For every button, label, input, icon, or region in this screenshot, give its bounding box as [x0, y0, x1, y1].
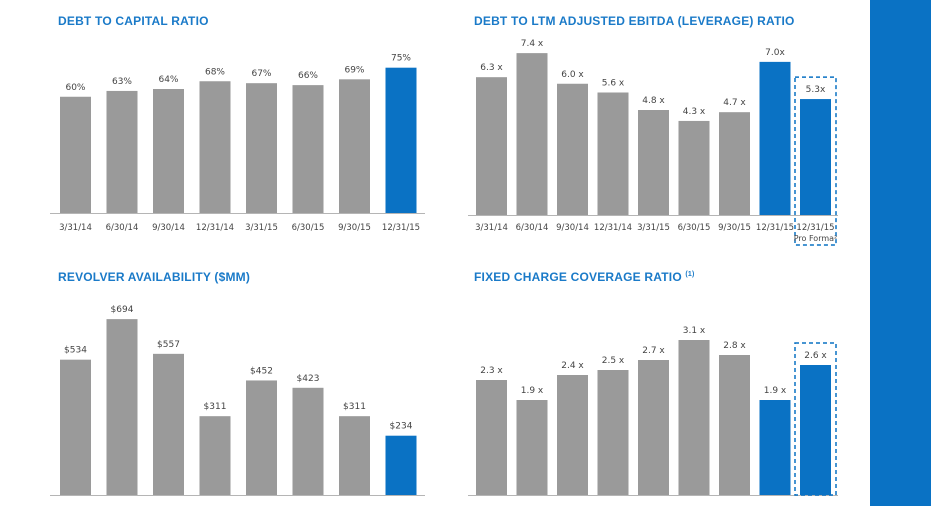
debt-to-capital-chart: 60% 3/31/14 63% 6/30/14 64% 9/30/14 68% 12/31/1…: [50, 54, 425, 233]
bar: [800, 365, 831, 495]
chart-title: FIXED CHARGE COVERAGE RATIO (1): [474, 270, 695, 284]
bar: [678, 120, 710, 215]
data-label: 69%: [344, 65, 364, 75]
bar: [597, 370, 629, 495]
bar: [638, 360, 669, 495]
x-tick-label: 3/31/15: [637, 223, 670, 233]
data-label: 2.7 x: [642, 346, 665, 356]
chart-title-footnote: (1): [685, 271, 695, 278]
bar: [339, 416, 370, 495]
bar: [106, 90, 138, 213]
bar: [759, 400, 791, 495]
data-label: 75%: [391, 54, 411, 64]
bar: [476, 77, 507, 215]
bar: [153, 353, 184, 495]
fixed-charge-coverage-chart: 2.3 x 1.9 x 2.4 x 2.5 x 2.7 x 3.1 x 2.8 x 1.9 x…: [468, 326, 838, 496]
data-label: 2.8 x: [723, 341, 746, 351]
x-tick-label: 6/30/15: [678, 223, 711, 233]
data-label: 67%: [251, 69, 271, 79]
data-label: 3.1 x: [683, 326, 706, 336]
x-tick-label: 3/31/15: [245, 223, 278, 233]
data-label: 63%: [112, 77, 132, 87]
data-label: $534: [64, 346, 87, 356]
x-tick-label: 12/31/15: [756, 223, 794, 233]
x-tick-label: 12/31/15: [382, 223, 420, 233]
x-tick-label: 12/31/14: [196, 223, 234, 233]
bar: [385, 435, 417, 495]
x-tick-label: 3/31/14: [59, 223, 92, 233]
x-tick-label: 9/30/14: [556, 223, 589, 233]
bar: [106, 319, 138, 495]
bar: [516, 400, 548, 495]
bar: [719, 112, 750, 215]
data-label: 1.9 x: [521, 386, 544, 396]
data-label: 2.4 x: [561, 361, 584, 371]
bar: [476, 380, 507, 495]
bar: [60, 359, 91, 495]
x-tick-label: 9/30/15: [338, 223, 371, 233]
data-label: $311: [204, 402, 227, 412]
data-label: $234: [390, 422, 413, 432]
data-label: 7.0x: [765, 48, 785, 58]
leverage-ratio-chart: 6.3 x 3/31/14 7.4 x 6/30/14 6.0 x 9/30/14 5.6 …: [468, 39, 838, 246]
bar: [800, 99, 831, 215]
x-tick-label: 9/30/14: [152, 223, 185, 233]
data-label: 2.3 x: [480, 366, 503, 376]
bar: [199, 81, 231, 213]
bar: [557, 375, 588, 495]
data-label: 5.3x: [806, 85, 826, 95]
bar: [678, 340, 710, 495]
x-tick-label: 3/31/14: [475, 223, 508, 233]
x-tick-label: 6/30/15: [292, 223, 325, 233]
x-tick-label: 6/30/14: [516, 223, 549, 233]
data-label: 60%: [65, 83, 85, 93]
bar: [153, 89, 184, 213]
bar: [246, 83, 277, 213]
data-label: $423: [297, 374, 320, 384]
x-tick-label: 12/31/15: [796, 223, 834, 233]
data-label: 2.5 x: [602, 356, 625, 366]
bar: [385, 67, 417, 213]
data-label: $557: [157, 340, 180, 350]
bar: [339, 79, 370, 213]
data-label: 6.3 x: [480, 63, 503, 73]
revolver-availability-chart: $534 $694 $557 $311 $452 $423 $311 $234: [50, 305, 425, 496]
bar: [199, 416, 231, 495]
data-label: 7.4 x: [521, 39, 544, 49]
data-label: 66%: [298, 71, 318, 81]
x-tick-label: 6/30/14: [106, 223, 139, 233]
bar: [557, 83, 588, 215]
data-label: $311: [343, 402, 366, 412]
brand-sidebar: [870, 0, 931, 506]
data-label: 5.6 x: [602, 79, 625, 89]
bar: [292, 387, 324, 495]
data-label: 64%: [158, 75, 178, 85]
data-label: 2.6 x: [804, 351, 827, 361]
data-label: 4.8 x: [642, 96, 665, 106]
bar: [597, 92, 629, 215]
bar: [292, 85, 324, 213]
data-label: 6.0 x: [561, 70, 584, 80]
chart-title: REVOLVER AVAILABILITY ($MM): [58, 270, 251, 284]
data-label: $694: [111, 305, 134, 315]
data-label: 4.3 x: [683, 107, 706, 117]
bar: [246, 380, 277, 495]
data-label: 4.7 x: [723, 98, 746, 108]
bar: [719, 355, 750, 495]
data-label: 68%: [205, 67, 225, 77]
x-tick-sublabel: Pro Forma²: [794, 234, 838, 243]
chart-title: DEBT TO LTM ADJUSTED EBITDA (LEVERAGE) R…: [474, 14, 795, 28]
x-tick-label: 9/30/15: [718, 223, 751, 233]
data-label: 1.9 x: [764, 386, 787, 396]
bar: [516, 53, 548, 215]
bar: [60, 96, 91, 213]
x-tick-label: 12/31/14: [594, 223, 632, 233]
bar: [759, 61, 791, 215]
data-label: $452: [250, 366, 273, 376]
bar: [638, 110, 669, 215]
chart-title: DEBT TO CAPITAL RATIO: [58, 14, 209, 28]
chart-title-text: FIXED CHARGE COVERAGE RATIO: [474, 270, 682, 284]
